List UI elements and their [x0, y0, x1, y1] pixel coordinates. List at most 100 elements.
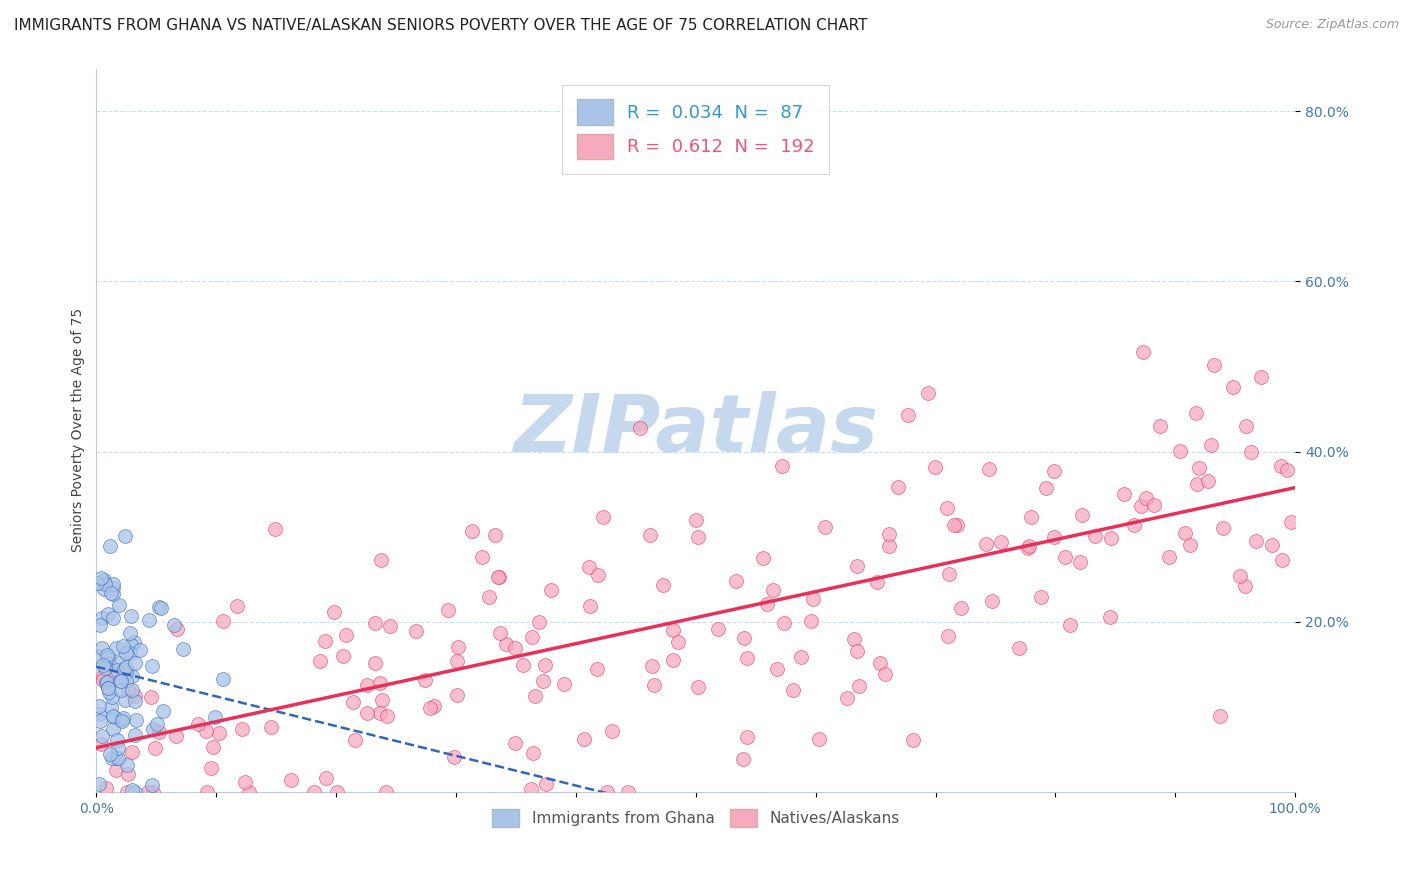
- Point: [114, 673, 136, 688]
- Point: [735, 730, 758, 744]
- Point: [112, 639, 135, 653]
- Point: [488, 570, 510, 584]
- Point: [309, 654, 332, 668]
- Point: [124, 634, 146, 648]
- Point: [837, 691, 859, 706]
- Point: [118, 646, 141, 660]
- Point: [1043, 529, 1066, 543]
- Point: [103, 710, 125, 724]
- Point: [846, 644, 869, 658]
- Point: [375, 709, 398, 723]
- Point: [974, 537, 997, 551]
- Point: [1099, 531, 1122, 545]
- Point: [201, 739, 224, 754]
- Point: [936, 501, 959, 516]
- Point: [486, 570, 509, 584]
- Point: [124, 785, 146, 799]
- Point: [105, 666, 128, 681]
- Point: [1178, 538, 1201, 552]
- Point: [405, 624, 427, 639]
- Point: [873, 666, 896, 681]
- Point: [87, 649, 110, 664]
- Point: [141, 658, 163, 673]
- Point: [596, 785, 619, 799]
- Text: ZIPatlas: ZIPatlas: [513, 392, 879, 469]
- Point: [128, 642, 150, 657]
- Point: [93, 673, 115, 688]
- Point: [364, 615, 387, 630]
- Point: [124, 694, 146, 708]
- Point: [371, 693, 394, 707]
- Point: [488, 626, 510, 640]
- Point: [335, 628, 357, 642]
- Point: [342, 696, 364, 710]
- Point: [200, 761, 222, 775]
- Point: [87, 777, 110, 791]
- Point: [208, 726, 231, 740]
- Point: [141, 778, 163, 792]
- Point: [141, 690, 163, 704]
- Point: [1149, 419, 1171, 434]
- Point: [364, 656, 387, 670]
- Point: [1204, 358, 1226, 372]
- Point: [578, 560, 600, 574]
- Point: [585, 662, 607, 676]
- Point: [117, 767, 139, 781]
- Point: [115, 665, 138, 680]
- Point: [204, 710, 226, 724]
- Point: [1279, 516, 1302, 530]
- Point: [112, 662, 135, 676]
- Point: [302, 785, 325, 799]
- Point: [553, 677, 575, 691]
- Point: [280, 772, 302, 787]
- Point: [101, 587, 124, 601]
- Point: [756, 597, 779, 611]
- Point: [111, 714, 134, 728]
- Point: [980, 594, 1002, 608]
- Point: [534, 776, 557, 790]
- Point: [643, 677, 665, 691]
- Point: [370, 553, 392, 567]
- Point: [540, 583, 562, 598]
- Point: [98, 747, 121, 762]
- Point: [477, 591, 499, 605]
- Point: [263, 522, 285, 536]
- Point: [121, 782, 143, 797]
- Point: [124, 690, 146, 704]
- Point: [523, 689, 546, 703]
- Point: [512, 657, 534, 672]
- Point: [107, 750, 129, 764]
- Point: [163, 618, 186, 632]
- Point: [94, 661, 117, 675]
- Point: [93, 573, 115, 587]
- Point: [1244, 534, 1267, 549]
- Point: [666, 635, 689, 649]
- Point: [110, 713, 132, 727]
- Point: [766, 662, 789, 676]
- Point: [443, 750, 465, 764]
- Point: [94, 780, 117, 795]
- Point: [343, 733, 366, 747]
- Point: [315, 771, 337, 785]
- Point: [1017, 541, 1039, 555]
- Point: [600, 723, 623, 738]
- Point: [484, 528, 506, 542]
- Point: [105, 641, 128, 656]
- Point: [121, 745, 143, 759]
- Point: [1132, 345, 1154, 359]
- Point: [314, 633, 336, 648]
- Point: [148, 600, 170, 615]
- Point: [101, 581, 124, 595]
- Point: [979, 461, 1001, 475]
- Point: [688, 530, 710, 544]
- Point: [1008, 640, 1031, 655]
- Point: [1199, 438, 1222, 452]
- Point: [1188, 461, 1211, 475]
- Legend: Immigrants from Ghana, Natives/Alaskans: Immigrants from Ghana, Natives/Alaskans: [484, 801, 907, 835]
- Point: [1098, 609, 1121, 624]
- Point: [592, 509, 614, 524]
- Point: [505, 641, 527, 656]
- Point: [332, 648, 354, 663]
- Point: [869, 657, 891, 671]
- Point: [436, 603, 458, 617]
